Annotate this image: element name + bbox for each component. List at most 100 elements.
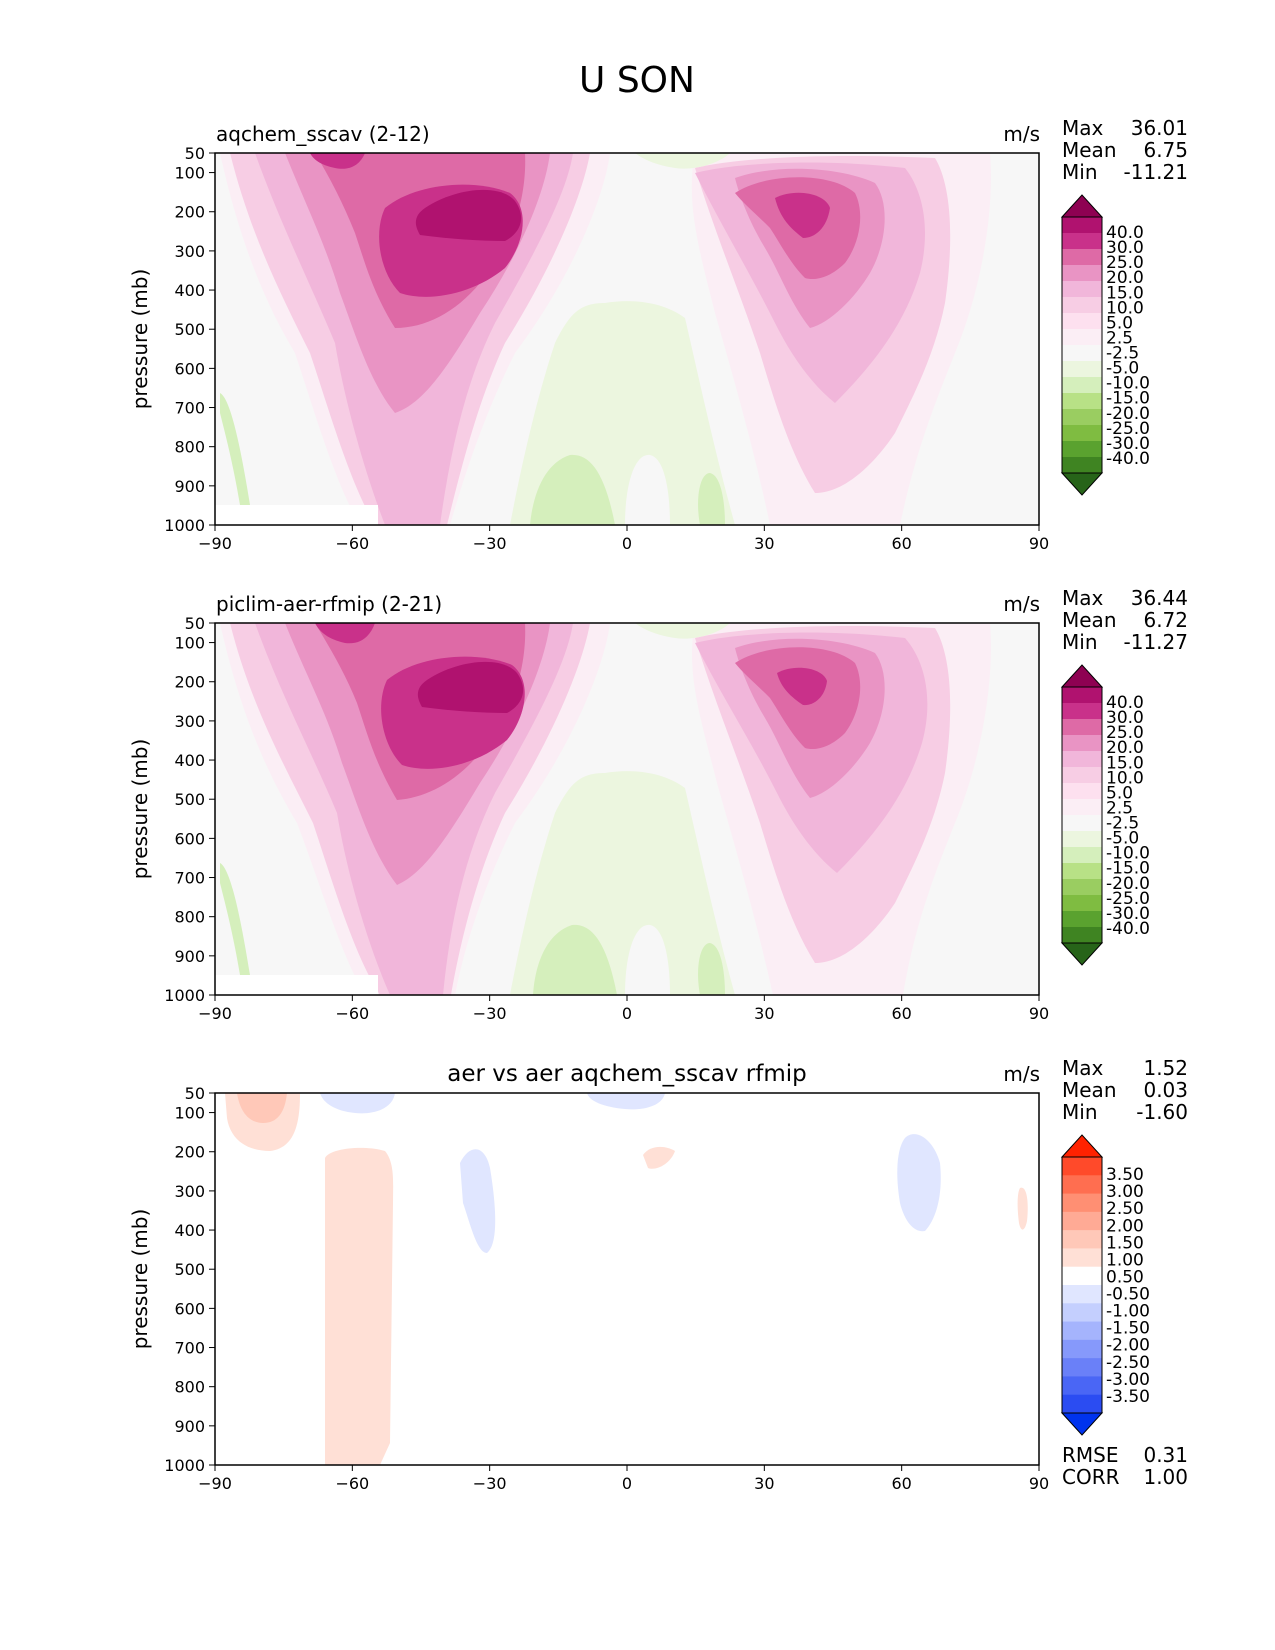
colorbar-label: 20.0 [1106,738,1144,758]
colorbar-segment [1062,751,1102,768]
colorbar-segment [1062,815,1102,832]
stat-rmse-label: RMSE [1062,1443,1118,1467]
colorbar-segment [1062,217,1102,234]
contour-topband [635,153,730,169]
colorbar-extend-bottom [1060,942,1104,966]
colorbar-label: 15.0 [1106,283,1144,303]
colorbar-label: 1.00 [1106,1250,1144,1270]
colorbar-label: -30.0 [1106,904,1150,924]
colorbar-segment [1062,313,1102,330]
panel-difference: aer vs aer aqchem_sscav rfmip m/s Max 1.… [128,1056,1188,1493]
colorbar-label: 1.50 [1106,1233,1144,1253]
x-tick-label: −90 [198,1474,232,1493]
contour-easterly-lvl3 [625,924,670,995]
stat-max-value: 36.44 [1131,586,1188,610]
x-tick-label: −30 [473,1474,507,1493]
panel-test: aqchem_sscav (2-12) m/s Max 36.01 Mean 6… [128,116,1188,553]
colorbar-label: 2.50 [1106,1199,1144,1219]
colorbar-extend-bottom [1060,1412,1104,1436]
y-axis-label: pressure (mb) [128,269,152,410]
y-tick-label: 50 [185,144,205,163]
y-tick-label: 100 [174,164,205,183]
colorbar-segment [1062,879,1102,896]
stat-rmse-value: 0.31 [1143,1443,1188,1467]
x-tick-label: 0 [622,534,632,553]
y-tick-label: 900 [174,477,205,496]
diff-positive-sh-top-core [237,1093,287,1123]
colorbar-segment [1062,1266,1102,1286]
colorbar-frame [1061,216,1103,474]
contour-antarctic [220,863,250,975]
stats-block: Max 36.01 Mean 6.75 Min -11.21 [1062,116,1188,184]
x-tick-label: 60 [891,1004,911,1023]
colorbar-label: 2.00 [1106,1216,1144,1236]
colorbar-segment [1062,1211,1102,1231]
colorbar-segment [1062,1376,1102,1396]
y-tick-label: 1000 [164,516,205,535]
contour-shjet-lvl7 [417,661,524,713]
colorbar: 40.030.025.020.015.010.05.02.5-2.5-5.0-1… [1060,664,1150,966]
colorbar-label: -25.0 [1106,419,1150,439]
x-tick-label: −60 [335,534,369,553]
topography-mask [215,975,378,995]
colorbar-segment [1062,1230,1102,1249]
stat-min-label: Min [1062,630,1098,654]
y-tick-label: 100 [174,1104,205,1123]
colorbar-label: -0.50 [1106,1285,1150,1305]
x-tick-label: 90 [1029,534,1049,553]
colorbar-extend-top [1060,194,1104,218]
y-tick-label: 100 [174,634,205,653]
topography-mask [215,505,378,525]
colorbar-label: 25.0 [1106,253,1144,273]
y-tick-label: 300 [174,712,205,731]
colorbar-segment [1062,1157,1102,1176]
colorbar-label: 10.0 [1106,298,1144,318]
stat-min-value: -1.60 [1136,1100,1188,1124]
contour-shjet-top [310,153,365,169]
stat-mean-value: 0.03 [1143,1078,1188,1102]
colorbar-segment [1062,911,1102,928]
colorbar-segment [1062,1394,1102,1414]
y-tick-label: 500 [174,1260,205,1279]
colorbar-label: 20.0 [1106,268,1144,288]
stat-min-label: Min [1062,160,1098,184]
stats-block: Max 36.44 Mean 6.72 Min -11.27 [1062,586,1188,654]
colorbar-label: -20.0 [1106,404,1150,424]
x-tick-label: 30 [754,1474,774,1493]
x-tick-label: −60 [335,1004,369,1023]
stats-block: Max 1.52 Mean 0.03 Min -1.60 RMSE 0.31 C… [1062,1056,1188,1489]
colorbar-label: -40.0 [1106,449,1150,469]
x-tick-label: 0 [622,1474,632,1493]
stat-max-label: Max [1062,116,1104,140]
colorbar-label: -3.00 [1106,1370,1150,1390]
colorbar: 3.503.002.502.001.501.000.50-0.50-1.00-1… [1060,1134,1150,1436]
colorbar-segment [1062,361,1102,378]
y-tick-label: 300 [174,1182,205,1201]
colorbar-label: -20.0 [1106,874,1150,894]
colorbar-segment [1062,265,1102,282]
x-tick-label: −90 [198,1004,232,1023]
colorbar-label: 5.0 [1106,313,1133,333]
colorbar-label: -25.0 [1106,889,1150,909]
colorbar-label: -10.0 [1106,844,1150,864]
x-tick-label: 90 [1029,1004,1049,1023]
stat-mean-label: Mean [1062,1078,1117,1102]
colorbar-segment [1062,847,1102,864]
y-tick-label: 600 [174,359,205,378]
colorbar-segment [1062,1248,1102,1268]
colorbar-frame [1061,1156,1103,1414]
y-tick-label: 200 [174,203,205,222]
colorbar-segment [1062,441,1102,458]
colorbar-segment [1062,735,1102,752]
y-tick-label: 700 [174,1339,205,1358]
colorbar-segment [1062,927,1102,944]
colorbar-segment [1062,863,1102,880]
colorbar-segment [1062,1175,1102,1195]
contour-easterly-lvl4 [698,473,725,525]
stat-max-value: 36.01 [1131,116,1188,140]
diff-negative-top2 [587,1093,665,1110]
diff-negative-top1 [320,1093,395,1114]
colorbar-segment [1062,1193,1102,1213]
colorbar-frame [1061,686,1103,944]
